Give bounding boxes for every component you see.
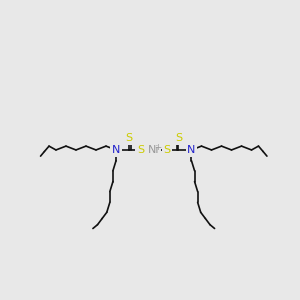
Text: Ni: Ni <box>148 145 160 155</box>
Text: S: S <box>163 145 170 155</box>
Text: ++: ++ <box>154 143 168 152</box>
Text: N: N <box>112 145 120 155</box>
Text: S: S <box>125 134 133 143</box>
Text: N: N <box>187 145 196 155</box>
Text: S: S <box>137 145 144 155</box>
Text: S: S <box>175 134 182 143</box>
